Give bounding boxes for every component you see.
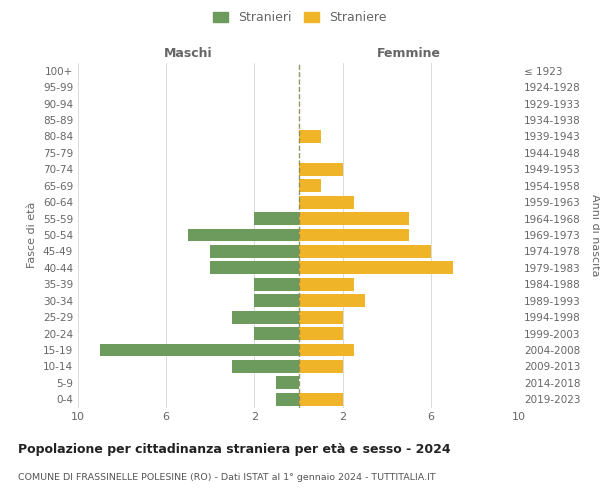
Bar (299, 294, 365, 307)
Bar (254, 278, 299, 290)
Bar (299, 212, 409, 225)
Bar (299, 393, 343, 406)
Bar (299, 245, 431, 258)
Bar (277, 376, 299, 390)
Y-axis label: Fasce di età: Fasce di età (28, 202, 37, 268)
Bar (299, 130, 320, 143)
Bar (299, 310, 343, 324)
Text: Maschi: Maschi (164, 47, 212, 60)
Bar (299, 278, 353, 290)
Bar (299, 344, 353, 356)
Bar (254, 327, 299, 340)
Bar (100, 344, 299, 356)
Bar (211, 245, 299, 258)
Legend: Stranieri, Straniere: Stranieri, Straniere (211, 8, 389, 26)
Bar (254, 212, 299, 225)
Bar (277, 393, 299, 406)
Bar (299, 228, 409, 241)
Bar (299, 360, 343, 373)
Bar (232, 360, 299, 373)
Bar (299, 163, 343, 175)
Bar (299, 196, 353, 208)
Text: Femmine: Femmine (377, 47, 441, 60)
Text: COMUNE DI FRASSINELLE POLESINE (RO) - Dati ISTAT al 1° gennaio 2024 - TUTTITALIA: COMUNE DI FRASSINELLE POLESINE (RO) - Da… (18, 472, 436, 482)
Bar (211, 262, 299, 274)
Bar (188, 228, 299, 241)
Bar (299, 180, 320, 192)
Y-axis label: Anni di nascita: Anni di nascita (590, 194, 600, 276)
Bar (232, 310, 299, 324)
Bar (254, 294, 299, 307)
Bar (299, 327, 343, 340)
Bar (299, 262, 453, 274)
Text: Popolazione per cittadinanza straniera per età e sesso - 2024: Popolazione per cittadinanza straniera p… (18, 442, 451, 456)
